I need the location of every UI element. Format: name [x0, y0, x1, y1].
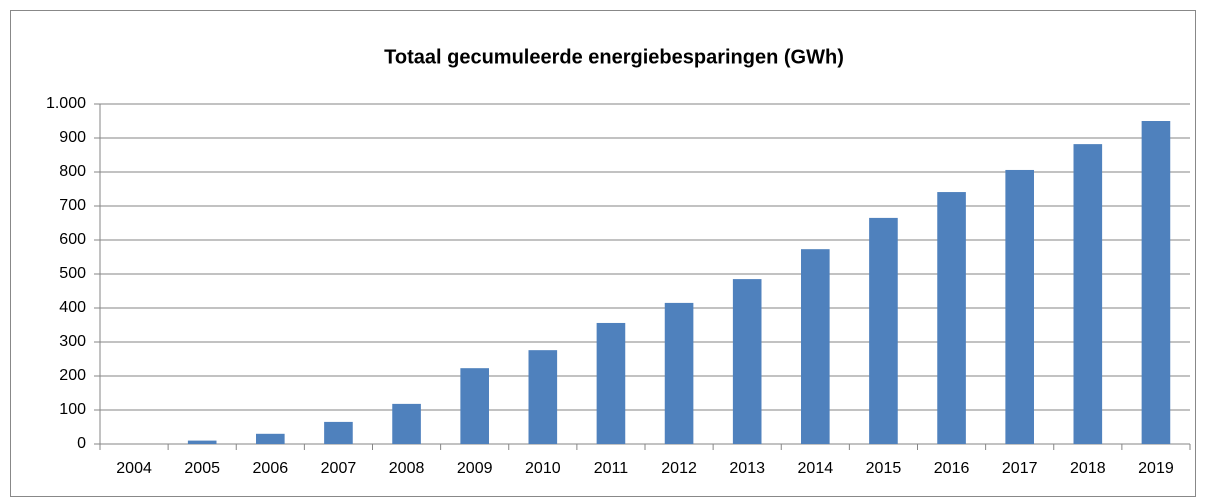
y-tick-label: 600 [59, 231, 86, 248]
y-tick-label: 500 [59, 265, 86, 282]
bar [1141, 121, 1171, 444]
bar [256, 433, 285, 444]
x-tick-label: 2012 [661, 460, 697, 477]
bar [460, 368, 489, 444]
y-tick-label: 800 [59, 163, 86, 180]
bar [187, 440, 217, 444]
x-tick-label: 2008 [389, 460, 425, 477]
y-tick-label: 300 [59, 333, 86, 350]
x-tick-label: 2006 [253, 460, 289, 477]
x-tick-label: 2007 [321, 460, 357, 477]
y-tick-label: 200 [59, 367, 86, 384]
x-tick-label: 2015 [866, 460, 902, 477]
bar [392, 403, 421, 444]
x-tick-label: 2009 [457, 460, 493, 477]
x-tick-label: 2016 [934, 460, 970, 477]
bar [801, 249, 830, 444]
x-tick-label: 2019 [1138, 460, 1174, 477]
bar [664, 302, 694, 444]
y-tick-label: 700 [59, 197, 86, 214]
x-tick-label: 2010 [525, 460, 561, 477]
chart-title: Totaal gecumuleerde energiebesparingen (… [384, 46, 844, 68]
x-tick-label: 2004 [116, 460, 152, 477]
x-tick-label: 2005 [184, 460, 220, 477]
bar [324, 421, 353, 444]
y-tick-label: 1.000 [46, 95, 86, 112]
bar [596, 322, 626, 444]
bar [869, 217, 898, 444]
x-tick-label: 2014 [798, 460, 834, 477]
bar [528, 350, 558, 444]
x-tick-label: 2013 [729, 460, 765, 477]
y-tick-label: 0 [77, 435, 86, 452]
y-tick-label: 400 [59, 299, 86, 316]
bar [1073, 144, 1103, 444]
bar [937, 192, 966, 444]
y-tick-label: 900 [59, 129, 86, 146]
x-tick-label: 2018 [1070, 460, 1106, 477]
bar [1005, 169, 1034, 444]
bar [732, 279, 762, 444]
x-tick-label: 2017 [1002, 460, 1038, 477]
y-tick-label: 100 [59, 401, 86, 418]
x-tick-label: 2011 [594, 460, 629, 477]
